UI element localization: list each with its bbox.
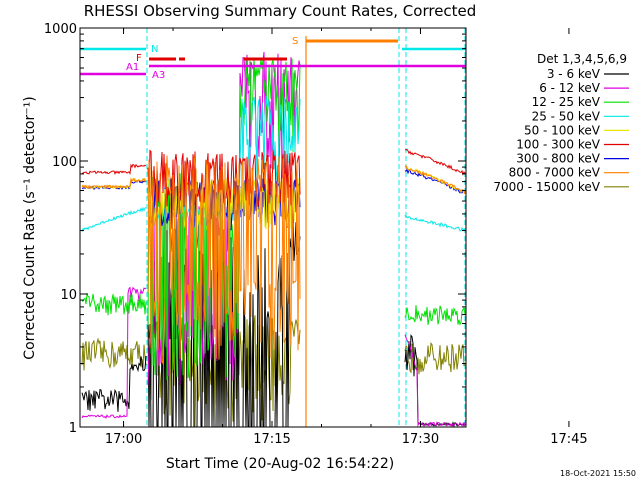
series-line-7 [404, 164, 466, 195]
series-line-2 [147, 58, 301, 381]
flag-label-a1: A1 [126, 62, 139, 73]
plot-frame [79, 27, 467, 428]
series-line-2 [82, 292, 147, 316]
timestamp: 18-Oct-2021 15:50 [560, 469, 636, 478]
x-tick-label: 17:15 [253, 432, 290, 447]
series-line-1 [81, 286, 147, 419]
flag-label-a3: A3 [152, 70, 165, 81]
series-line-3 [404, 214, 466, 232]
series-line-5 [147, 149, 301, 208]
series-line-1 [147, 51, 301, 385]
series-line-0 [81, 355, 147, 412]
series-line-8 [404, 341, 466, 375]
series-line-7 [147, 155, 301, 366]
legend-label: 6 - 12 keV [539, 81, 601, 95]
x-tick-label: 17:45 [550, 432, 587, 447]
flag-label-n: N [151, 44, 158, 55]
y-axis-label: Corrected Count Rate (s⁻¹ detector⁻¹) [22, 96, 38, 359]
series-line-7 [81, 177, 147, 190]
x-axis-label: Start Time (20-Aug-02 16:54:22) [166, 456, 394, 472]
legend-title: Det 1,3,4,5,6,9 [537, 52, 627, 66]
legend-label: 25 - 50 keV [532, 109, 601, 123]
flag-label-f: F [136, 53, 142, 64]
time-marker-lines [146, 28, 466, 427]
y-tick-label: 1000 [44, 22, 77, 37]
series-line-5 [404, 148, 466, 176]
series-line-5 [82, 163, 147, 176]
legend-label: 7000 - 15000 keV [493, 180, 600, 194]
legend-label: 300 - 800 keV [516, 152, 600, 166]
series-line-3 [147, 95, 301, 222]
series-line-3 [81, 206, 147, 232]
y-axis: 1 10 100 1000 [44, 22, 466, 436]
x-tick-label: 17:00 [105, 432, 142, 447]
y-tick-label: 100 [52, 155, 77, 170]
series-line-8 [81, 337, 147, 371]
series-line-1 [404, 334, 466, 427]
y-tick-label: 1 [69, 421, 77, 436]
legend-label: 12 - 25 keV [532, 95, 601, 109]
series-line-2 [404, 305, 466, 326]
chart-title: RHESSI Observing Summary Count Rates, Co… [84, 2, 477, 20]
data-traces [81, 51, 466, 428]
legend-label: 50 - 100 keV [524, 123, 601, 137]
x-tick-label: 17:30 [402, 432, 439, 447]
legend-label: 100 - 300 keV [516, 138, 600, 152]
flag-label-s: S [292, 36, 298, 47]
legend-label: 800 - 7000 keV [509, 166, 601, 180]
legend-label: 3 - 6 keV [547, 67, 601, 81]
y-tick-label: 10 [60, 288, 77, 303]
